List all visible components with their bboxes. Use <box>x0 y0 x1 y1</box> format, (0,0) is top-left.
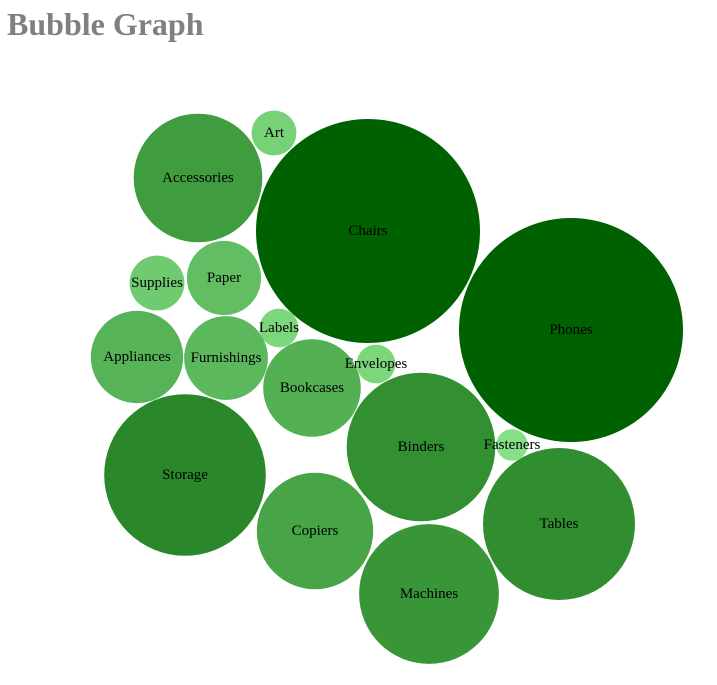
bubble-circle <box>129 255 185 311</box>
bubble-circle <box>263 339 361 437</box>
bubble-circle <box>496 429 528 461</box>
bubble-furnishings: Furnishings <box>184 316 268 400</box>
bubble-label: Envelopes <box>345 356 408 372</box>
bubble-circle <box>90 310 184 404</box>
bubble-label: Phones <box>549 322 593 338</box>
bubble-label: Furnishings <box>191 350 262 366</box>
bubble-label: Machines <box>400 586 458 602</box>
bubble-label: Labels <box>259 320 299 336</box>
bubble-machines: Machines <box>359 524 499 664</box>
bubble-label: Bookcases <box>280 380 344 396</box>
bubble-circle <box>104 394 266 556</box>
bubble-supplies: Supplies <box>129 255 185 311</box>
bubble-label: Storage <box>162 467 208 483</box>
bubble-label: Paper <box>207 270 241 286</box>
bubble-label: Tables <box>540 516 579 532</box>
bubble-label: Appliances <box>103 349 171 365</box>
bubble-circle <box>251 110 297 156</box>
bubble-fasteners: Fasteners <box>484 429 541 461</box>
bubble-envelopes: Envelopes <box>345 344 408 384</box>
bubble-label: Chairs <box>348 223 387 239</box>
bubble-circle <box>359 524 499 664</box>
bubble-bookcases: Bookcases <box>263 339 361 437</box>
bubble-circle <box>256 472 374 590</box>
bubble-phones: Phones <box>459 218 683 442</box>
bubble-label: Accessories <box>162 170 234 186</box>
bubble-label: Binders <box>398 439 445 455</box>
bubble-labels: Labels <box>259 308 299 348</box>
bubble-circle <box>459 218 683 442</box>
bubble-art: Art <box>251 110 297 156</box>
bubble-accessories: Accessories <box>133 113 263 243</box>
bubble-copiers: Copiers <box>256 472 374 590</box>
bubble-storage: Storage <box>104 394 266 556</box>
bubble-circle <box>356 344 396 384</box>
bubble-label: Fasteners <box>484 437 541 453</box>
bubble-tables: Tables <box>483 448 635 600</box>
bubble-circle <box>256 119 480 343</box>
bubble-circle <box>184 316 268 400</box>
bubble-label: Supplies <box>131 275 183 291</box>
bubble-circle <box>133 113 263 243</box>
bubble-circle <box>186 240 262 316</box>
bubble-circle <box>259 308 299 348</box>
bubble-appliances: Appliances <box>90 310 184 404</box>
bubble-label: Copiers <box>292 523 339 539</box>
bubble-binders: Binders <box>346 372 496 522</box>
bubble-label: Art <box>264 125 285 141</box>
chart-title: Bubble Graph <box>7 6 204 42</box>
bubble-circle <box>346 372 496 522</box>
bubble-circle <box>483 448 635 600</box>
bubble-chairs: Chairs <box>256 119 480 343</box>
bubble-paper: Paper <box>186 240 262 316</box>
